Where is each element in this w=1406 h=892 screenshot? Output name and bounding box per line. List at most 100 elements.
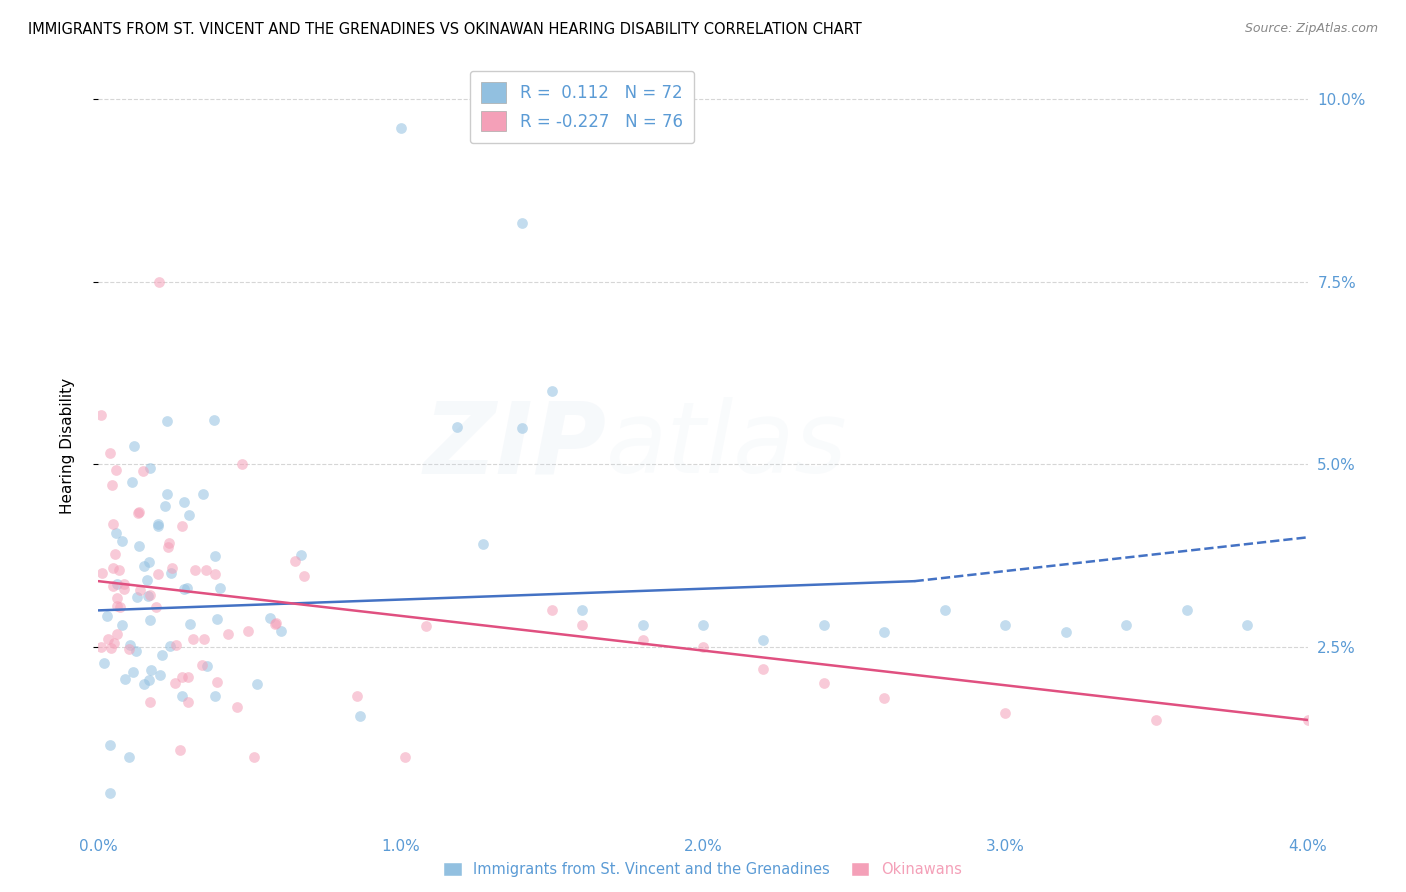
Point [156, 487, 179, 501]
Point [98, 739, 121, 753]
Point [93, 657, 115, 671]
Point [108, 600, 131, 615]
Text: atlas: atlas [606, 398, 848, 494]
Point [118, 750, 141, 764]
Point [128, 540, 150, 554]
Point [389, 121, 412, 136]
Point [205, 674, 228, 689]
Y-axis label: Hearing Disability: Hearing Disability [60, 378, 75, 514]
Point [471, 537, 494, 551]
Point [510, 216, 533, 230]
Point [132, 559, 155, 574]
Point [173, 495, 195, 509]
Point [540, 384, 562, 399]
Point [156, 414, 179, 428]
Point [118, 638, 141, 652]
Point [112, 582, 135, 597]
Point [145, 599, 167, 614]
Point [122, 665, 145, 679]
Point [1236, 618, 1258, 632]
Point [176, 581, 198, 595]
Point [162, 560, 184, 574]
Point [172, 518, 194, 533]
Point [101, 578, 124, 592]
Point [259, 611, 281, 625]
Point [118, 641, 141, 656]
Point [111, 534, 134, 549]
Point [349, 709, 371, 723]
Point [264, 615, 287, 630]
Point [139, 588, 162, 602]
Point [631, 632, 654, 647]
Point [292, 568, 315, 582]
Text: ZIP: ZIP [423, 398, 606, 494]
Legend: Immigrants from St. Vincent and the Grenadines, Okinawans: Immigrants from St. Vincent and the Gren… [437, 855, 969, 885]
Point [191, 487, 214, 501]
Point [284, 554, 307, 568]
Point [136, 573, 159, 587]
Point [122, 439, 145, 453]
Point [139, 664, 162, 678]
Point [226, 699, 249, 714]
Point [176, 695, 198, 709]
Point [165, 638, 187, 652]
Point [172, 690, 194, 704]
Point [121, 475, 143, 489]
Point [90, 640, 112, 654]
Point [571, 618, 593, 632]
Point [692, 618, 714, 632]
Point [98, 786, 121, 800]
Point [873, 625, 896, 640]
Point [160, 566, 183, 580]
Point [146, 519, 169, 533]
Text: Source: ZipAtlas.com: Source: ZipAtlas.com [1244, 22, 1378, 36]
Point [263, 616, 285, 631]
Point [114, 672, 136, 686]
Point [238, 624, 260, 638]
Point [204, 549, 226, 563]
Point [415, 619, 437, 633]
Point [177, 669, 200, 683]
Point [290, 549, 312, 563]
Point [128, 583, 150, 598]
Point [138, 673, 160, 687]
Point [692, 640, 714, 654]
Point [97, 632, 120, 646]
Point [631, 618, 654, 632]
Point [111, 617, 134, 632]
Text: IMMIGRANTS FROM ST. VINCENT AND THE GRENADINES VS OKINAWAN HEARING DISABILITY CO: IMMIGRANTS FROM ST. VINCENT AND THE GREN… [28, 22, 862, 37]
Point [156, 541, 179, 555]
Point [394, 749, 416, 764]
Point [96, 608, 118, 623]
Point [179, 617, 201, 632]
Point [105, 463, 128, 477]
Point [101, 516, 124, 531]
Point [994, 706, 1017, 720]
Point [98, 446, 121, 460]
Point [346, 689, 368, 703]
Point [752, 662, 775, 676]
Point [107, 563, 129, 577]
Point [100, 640, 122, 655]
Point [138, 460, 160, 475]
Point [105, 577, 128, 591]
Point [510, 421, 533, 435]
Point [202, 413, 225, 427]
Point [131, 464, 153, 478]
Point [159, 639, 181, 653]
Point [934, 603, 956, 617]
Point [540, 603, 562, 617]
Point [191, 657, 214, 672]
Point [139, 613, 162, 627]
Point [1146, 713, 1168, 727]
Point [242, 749, 264, 764]
Point [127, 506, 149, 520]
Point [149, 668, 172, 682]
Point [204, 567, 226, 582]
Point [100, 477, 122, 491]
Point [194, 563, 217, 577]
Point [125, 590, 148, 604]
Point [177, 508, 200, 522]
Point [104, 526, 127, 541]
Point [1115, 618, 1137, 632]
